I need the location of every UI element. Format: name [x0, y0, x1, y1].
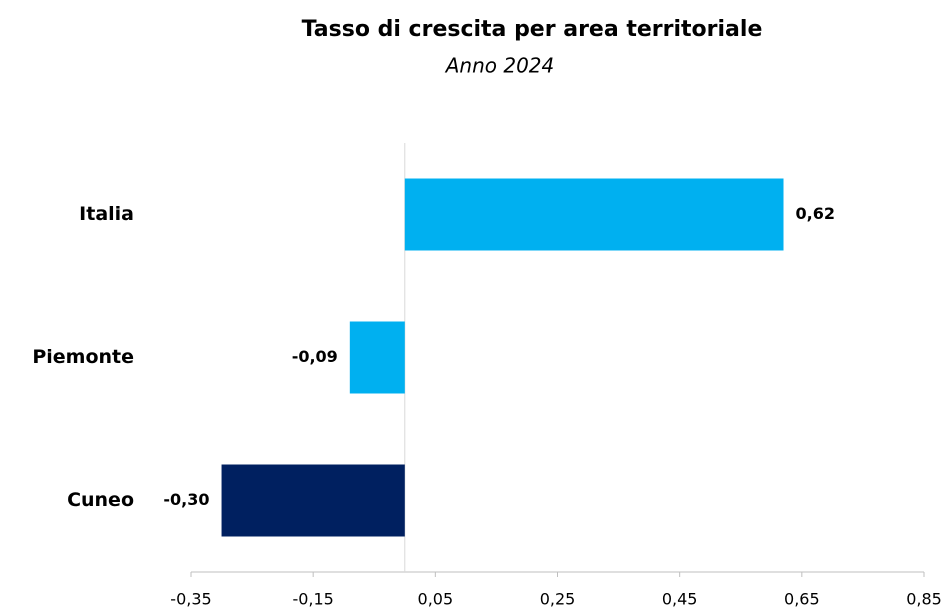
- value-label: -0,30: [163, 490, 209, 509]
- value-label: 0,62: [796, 204, 835, 223]
- x-tick-label: 0,25: [540, 590, 576, 607]
- category-label: Italia: [79, 203, 134, 225]
- bar: [404, 178, 784, 251]
- chart-subtitle: Anno 2024: [444, 54, 555, 78]
- bar: [221, 464, 405, 537]
- category-label: Cuneo: [67, 489, 134, 511]
- x-tick-label: -0,15: [292, 590, 333, 607]
- category-label: Piemonte: [32, 346, 134, 368]
- x-tick-label: -0,35: [170, 590, 211, 607]
- bar: [349, 321, 405, 394]
- chart-title: Tasso di crescita per area territoriale: [302, 17, 763, 42]
- x-tick-label: 0,45: [662, 590, 698, 607]
- x-tick-label: 0,05: [418, 590, 454, 607]
- value-label: -0,09: [292, 347, 338, 366]
- x-tick-label: 0,65: [784, 590, 820, 607]
- x-tick-label: 0,85: [906, 590, 942, 607]
